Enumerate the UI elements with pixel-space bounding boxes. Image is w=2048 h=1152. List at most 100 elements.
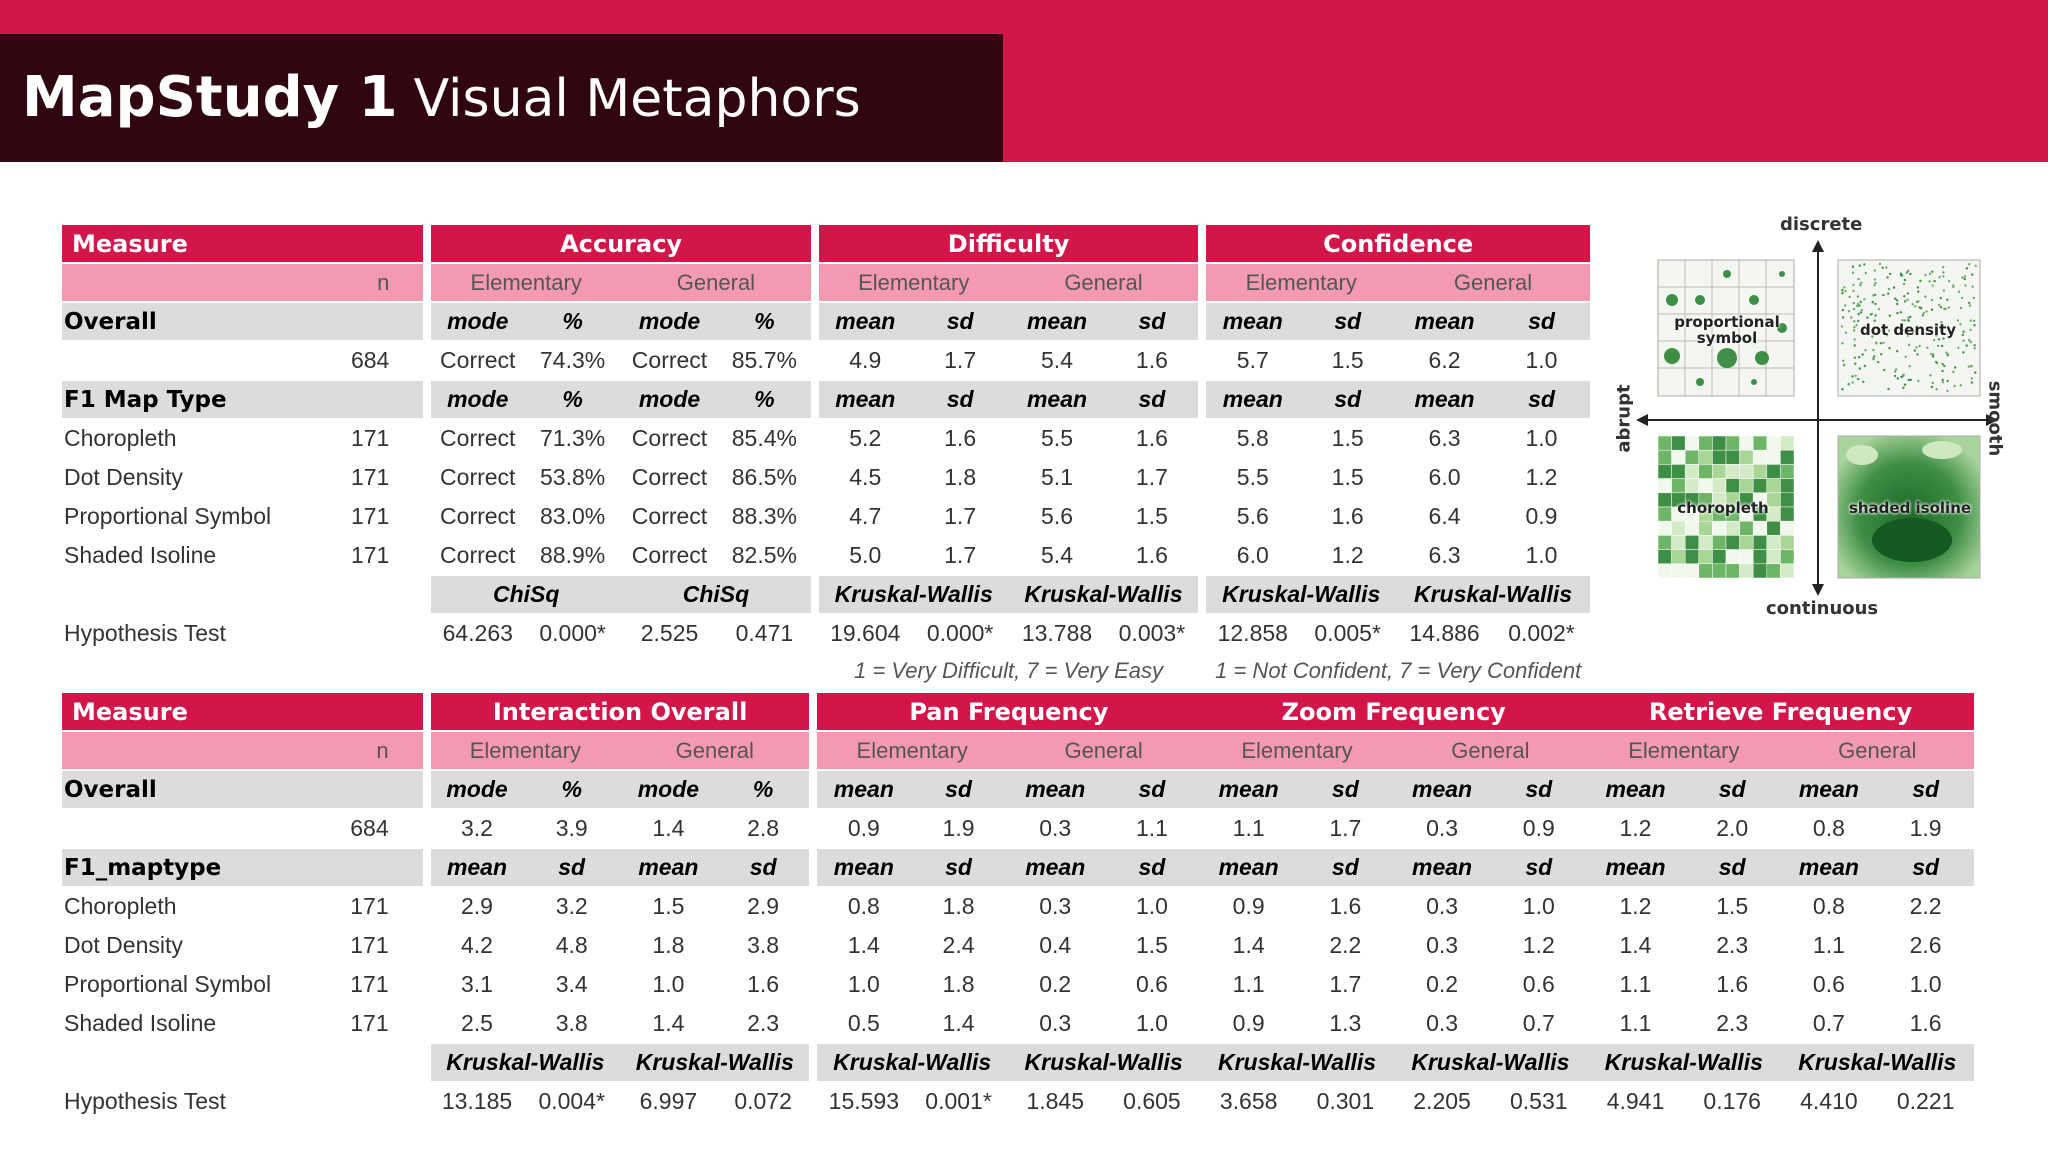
cell: 0.7 bbox=[1490, 1003, 1588, 1043]
density-dot bbox=[1940, 321, 1943, 324]
col-header: sd bbox=[1490, 769, 1588, 809]
density-dot bbox=[1893, 370, 1897, 373]
cell: 5.4 bbox=[1008, 340, 1106, 380]
choropleth-cell bbox=[1671, 435, 1686, 451]
cell: 1.1 bbox=[1200, 808, 1297, 848]
cell: 2.5 bbox=[422, 1003, 524, 1043]
choropleth-cell bbox=[1739, 478, 1754, 494]
cell: 1.4 bbox=[620, 1003, 717, 1043]
choropleth-cell bbox=[1766, 478, 1781, 494]
choropleth-cell bbox=[1712, 435, 1727, 451]
col-header: sd bbox=[1877, 847, 1974, 887]
table-row: Choropleth 171 2.9 3.2 1.5 2.9 0.8 1.8 0… bbox=[62, 886, 1974, 926]
cell: 1.8 bbox=[910, 886, 1007, 926]
density-dot bbox=[1882, 293, 1885, 297]
density-dot bbox=[1855, 304, 1859, 308]
choropleth-cell bbox=[1780, 563, 1795, 579]
density-dot bbox=[1938, 276, 1941, 279]
density-dot bbox=[1853, 326, 1856, 329]
cell: 0.9 bbox=[809, 808, 911, 848]
cell: 4.7 bbox=[810, 496, 912, 536]
cell: 1.0 bbox=[1103, 886, 1201, 926]
group-header-zoom-frequency: Zoom Frequency bbox=[1200, 693, 1588, 731]
choropleth-cell bbox=[1725, 535, 1740, 550]
row-label: Choropleth bbox=[62, 886, 304, 926]
density-dot bbox=[1967, 365, 1970, 368]
choropleth-cell bbox=[1752, 549, 1768, 565]
cell: 3.8 bbox=[523, 1003, 621, 1043]
density-dot bbox=[1965, 267, 1968, 270]
density-dot bbox=[1863, 263, 1866, 266]
section-label: F1 Map Type bbox=[62, 379, 428, 419]
table-row: Hypothesis Test 13.185 0.004* 6.997 0.07… bbox=[62, 1081, 1974, 1120]
cell: 3.2 bbox=[523, 886, 621, 926]
row-label: Proportional Symbol bbox=[62, 964, 304, 1004]
density-dot bbox=[1939, 296, 1942, 300]
choropleth-cell bbox=[1752, 478, 1768, 494]
density-dot bbox=[1907, 319, 1910, 322]
col-header: sd bbox=[1299, 301, 1397, 341]
density-dot bbox=[1932, 339, 1936, 342]
density-dot bbox=[1941, 378, 1944, 382]
col-header: sd bbox=[910, 847, 1007, 887]
cell: 1.4 bbox=[620, 808, 717, 848]
col-header: mode bbox=[422, 769, 524, 809]
density-dot bbox=[1853, 356, 1857, 359]
table-row: Shaded Isoline 171 2.5 3.8 1.4 2.3 0.5 1… bbox=[62, 1003, 1974, 1043]
cell: 1.5 bbox=[1105, 496, 1203, 536]
density-dot bbox=[1915, 325, 1919, 328]
cell: 0.3 bbox=[1006, 1003, 1104, 1043]
subgroup-header: Elementary bbox=[422, 730, 621, 770]
choropleth-cell bbox=[1725, 520, 1740, 536]
density-dot bbox=[1873, 355, 1876, 358]
cell: 1.5 bbox=[1299, 418, 1397, 458]
choropleth-cell bbox=[1739, 563, 1754, 579]
cell: 3.2 bbox=[422, 808, 524, 848]
axis-label-discrete: discrete bbox=[1780, 214, 1863, 235]
cell: 1.6 bbox=[1105, 340, 1203, 380]
cell: 5.8 bbox=[1198, 418, 1300, 458]
choropleth-cell bbox=[1725, 435, 1740, 451]
density-dot bbox=[1917, 379, 1920, 383]
density-dot bbox=[1861, 353, 1864, 356]
cell: 1.6 bbox=[1105, 418, 1203, 458]
density-dot bbox=[1959, 323, 1962, 326]
density-dot bbox=[1928, 329, 1932, 332]
col-header: mean bbox=[1006, 847, 1104, 887]
density-dot bbox=[1943, 364, 1946, 368]
density-dot bbox=[1899, 311, 1903, 314]
density-dot bbox=[1952, 370, 1955, 374]
group-header-accuracy: Accuracy bbox=[423, 225, 815, 263]
density-dot bbox=[1963, 277, 1966, 281]
density-dot bbox=[1972, 296, 1975, 300]
choropleth-cell bbox=[1725, 563, 1740, 579]
cell: 1.6 bbox=[1683, 964, 1781, 1004]
hypothesis-label: Hypothesis Test bbox=[62, 1081, 427, 1120]
cell: 2.205 bbox=[1393, 1081, 1491, 1120]
density-dot bbox=[1856, 295, 1860, 298]
cell: 2.3 bbox=[1683, 1003, 1781, 1043]
title-subtitle: Visual Metaphors bbox=[413, 69, 861, 129]
density-dot bbox=[1905, 271, 1908, 274]
cell: 1.9 bbox=[1877, 808, 1974, 848]
overall-label: Overall bbox=[62, 301, 428, 341]
density-dot bbox=[1937, 303, 1941, 307]
density-dot bbox=[1887, 292, 1890, 295]
subgroup-header: Elementary bbox=[1198, 262, 1397, 302]
cell: 1.0 bbox=[1492, 535, 1590, 575]
row-label: Dot Density bbox=[62, 925, 304, 965]
choropleth-cell bbox=[1712, 449, 1727, 465]
density-dot bbox=[1844, 304, 1847, 307]
choropleth-cell bbox=[1657, 435, 1672, 451]
choropleth-cell bbox=[1780, 549, 1795, 565]
density-dot bbox=[1942, 275, 1945, 278]
hypothesis-label: Hypothesis Test bbox=[62, 613, 428, 652]
density-dot bbox=[1873, 269, 1876, 272]
density-dot bbox=[1942, 337, 1945, 340]
choropleth-cell bbox=[1752, 464, 1768, 479]
density-dot bbox=[1853, 320, 1856, 323]
cell: 1.6 bbox=[716, 964, 814, 1004]
table-row: Proportional Symbol 171 Correct 83.0% Co… bbox=[62, 496, 1590, 536]
density-dot bbox=[1841, 288, 1844, 292]
cell: 14.886 bbox=[1396, 613, 1493, 652]
